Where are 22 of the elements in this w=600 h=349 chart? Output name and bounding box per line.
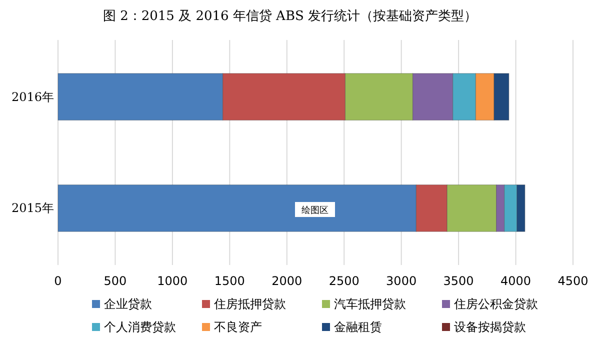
y-tick-label: 2016年	[11, 90, 54, 104]
x-tick-label: 1000	[157, 274, 188, 288]
legend-label: 企业贷款	[104, 297, 152, 311]
x-tick-label: 1500	[214, 274, 245, 288]
chart-title: 图 2：2015 及 2016 年信贷 ABS 发行统计（按基础资产类型）	[102, 9, 478, 24]
x-tick-label: 3000	[386, 274, 417, 288]
legend-label: 住房公积金贷款	[453, 297, 538, 311]
x-tick-label: 2500	[328, 274, 360, 288]
x-tick-label: 500	[104, 274, 127, 288]
x-tick-label: 4000	[500, 274, 532, 288]
legend-label: 住房抵押贷款	[213, 297, 286, 311]
legend-label: 金融租赁	[334, 320, 382, 334]
legend-label: 汽车抵押贷款	[334, 297, 406, 311]
x-tick-label: 3500	[443, 274, 474, 288]
x-tick-label: 0	[54, 274, 62, 288]
annotation: 绘图区	[302, 205, 328, 216]
x-tick-label: 2000	[272, 274, 302, 288]
legend-label: 不良资产	[214, 320, 262, 334]
legend-label: 个人消费贷款	[104, 320, 176, 334]
y-tick-label: 2015年	[11, 201, 54, 216]
legend-label: 设备按揭贷款	[454, 320, 526, 334]
x-tick-label: 4500	[558, 274, 588, 288]
